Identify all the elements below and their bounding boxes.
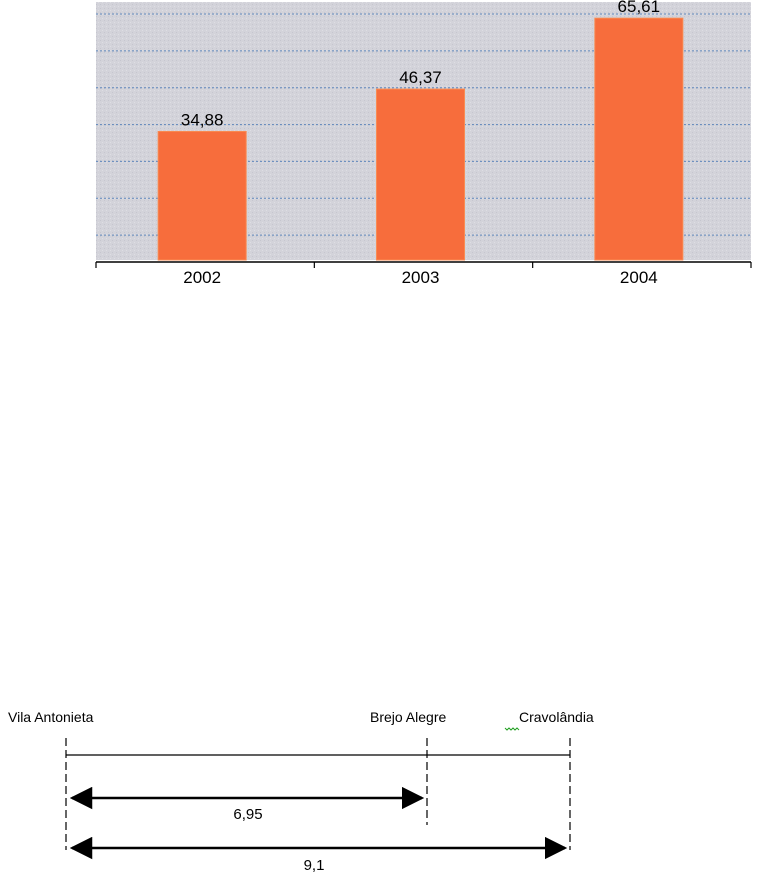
spellcheck-squiggle <box>504 727 520 731</box>
bar-value-label-2003: 46,37 <box>399 68 442 87</box>
x-tick-label-2002: 2002 <box>183 268 221 287</box>
x-tick-label-2003: 2003 <box>402 268 440 287</box>
bar-value-label-2002: 34,88 <box>181 110 224 129</box>
x-axis-tick-labels: 2002 2003 2004 <box>183 268 657 287</box>
bar-chart: 34,88 46,37 65,61 2002 2003 2004 <box>95 0 752 287</box>
bar-2004 <box>594 17 684 261</box>
place-label-vila-antonieta: Vila Antonieta <box>8 709 94 725</box>
place-label-cravolandia: Cravolândia <box>519 709 594 725</box>
bar-value-label-2004: 65,61 <box>618 0 661 16</box>
bar-labels: 34,88 46,37 65,61 <box>181 0 660 129</box>
x-axis-ticks <box>95 262 752 268</box>
bar-2002 <box>157 130 247 261</box>
x-tick-label-2004: 2004 <box>620 268 658 287</box>
distance-label-short: 6,95 <box>233 806 262 823</box>
bars <box>157 17 684 261</box>
distance-label-long: 9,1 <box>304 857 325 874</box>
place-label-brejo-alegre: Brejo Alegre <box>370 709 446 725</box>
bar-2003 <box>376 88 465 261</box>
distance-diagram: Vila Antonieta Brejo Alegre Cravolândia … <box>8 709 594 874</box>
